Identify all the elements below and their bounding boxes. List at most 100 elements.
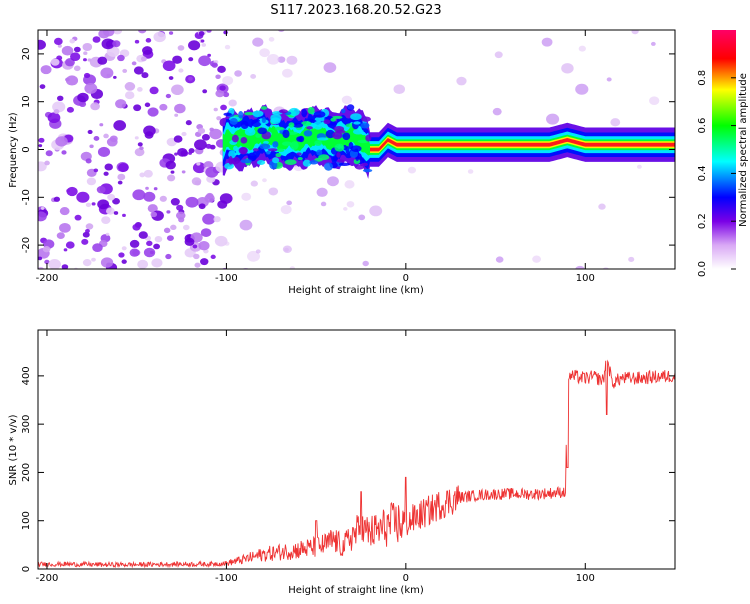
noise-speckle: [40, 65, 52, 75]
noise-speckle: [91, 257, 96, 262]
noise-speckle: [176, 204, 184, 211]
noise-speckle: [222, 75, 234, 86]
noise-speckle: [122, 213, 126, 217]
noise-speckle: [99, 123, 104, 127]
noise-speckle: [215, 74, 221, 80]
noise-speckle: [175, 211, 186, 220]
spectral-blob: [252, 148, 259, 152]
noise-speckle: [129, 239, 140, 248]
spectrogram-xtick-label: -100: [215, 273, 238, 284]
noise-speckle: [159, 103, 168, 111]
spectral-blob: [307, 118, 314, 123]
spectral-blob: [297, 156, 303, 161]
noise-speckle: [541, 37, 553, 47]
noise-speckle: [105, 207, 115, 215]
spectral-blob: [288, 122, 295, 128]
snr-ytick-label: 400: [21, 366, 32, 385]
spectral-blob: [355, 164, 364, 170]
noise-speckle: [59, 207, 70, 216]
spectral-blob: [337, 159, 345, 163]
noise-speckle: [234, 70, 242, 77]
noise-speckle: [90, 102, 100, 111]
noise-speckle: [192, 244, 198, 249]
noise-speckle: [143, 125, 156, 137]
noise-speckle: [137, 142, 143, 147]
snr-ytick-label: 300: [21, 415, 32, 434]
spectrogram-ylabel: Frequency (Hz): [8, 112, 19, 188]
spectral-blob: [228, 155, 233, 165]
noise-speckle: [66, 186, 78, 197]
noise-speckle: [87, 129, 93, 135]
noise-speckle: [38, 266, 44, 269]
noise-speckle: [362, 260, 369, 267]
noise-speckle: [467, 169, 474, 174]
noise-speckle: [650, 41, 656, 46]
noise-speckle: [159, 195, 167, 202]
noise-speckle: [83, 58, 87, 62]
noise-speckle: [162, 60, 176, 72]
noise-speckle: [217, 65, 226, 73]
spectral-blob: [313, 120, 324, 130]
noise-speckle: [103, 171, 109, 176]
noise-speckle: [277, 56, 286, 63]
noise-speckle: [124, 91, 135, 100]
noise-speckle: [198, 55, 211, 67]
noise-speckle: [266, 54, 280, 65]
noise-speckle: [495, 256, 504, 263]
spectral-blob: [350, 113, 362, 121]
noise-speckle: [59, 223, 71, 233]
noise-speckle: [210, 254, 216, 260]
noise-speckle: [170, 224, 177, 231]
noise-speckle: [85, 202, 92, 208]
spectral-blob: [224, 162, 234, 170]
noise-speckle: [82, 231, 90, 238]
noise-speckle: [81, 238, 89, 245]
spectral-blob: [303, 130, 313, 137]
noise-speckle: [649, 96, 660, 105]
noise-speckle: [177, 148, 188, 157]
noise-speckle: [502, 272, 506, 276]
noise-speckle: [344, 180, 355, 189]
spectral-blob: [296, 152, 302, 156]
spectrogram-ytick-label: -10: [21, 189, 32, 205]
spectral-blob: [265, 150, 271, 155]
noise-speckle: [101, 38, 115, 50]
noise-speckle: [205, 166, 219, 178]
noise-speckle: [66, 106, 74, 113]
noise-speckle: [177, 45, 185, 51]
noise-speckle: [202, 213, 216, 225]
noise-speckle: [598, 203, 606, 210]
noise-speckle: [631, 30, 639, 35]
spectral-blob: [282, 129, 290, 139]
noise-speckle: [76, 191, 90, 203]
noise-speckle: [147, 107, 159, 117]
noise-speckle: [532, 255, 541, 263]
noise-speckle: [105, 232, 110, 236]
spectral-blob: [306, 126, 313, 130]
noise-speckle: [122, 68, 128, 73]
noise-speckle: [145, 38, 152, 43]
noise-speckle: [63, 248, 68, 252]
snr-xtick-label: -100: [215, 573, 238, 584]
noise-speckle: [220, 104, 227, 111]
snr-line: [38, 359, 675, 569]
noise-speckle: [115, 99, 127, 109]
noise-speckle: [174, 152, 178, 156]
noise-speckle: [286, 200, 293, 206]
spectral-blob: [257, 127, 267, 135]
spectral-blob: [345, 145, 350, 155]
noise-speckle: [103, 133, 109, 139]
noise-speckle: [320, 201, 327, 207]
noise-speckle: [74, 214, 82, 221]
spectral-blob: [290, 141, 299, 150]
noise-speckle: [38, 211, 47, 222]
spectral-blob: [334, 143, 345, 152]
noise-speckle: [113, 75, 117, 79]
noise-speckle: [40, 206, 45, 210]
noise-speckle: [48, 259, 61, 269]
noise-speckle: [83, 72, 91, 79]
spectral-blob: [341, 108, 346, 114]
noise-speckle: [184, 237, 195, 246]
noise-speckle: [239, 219, 253, 231]
spectral-blob: [281, 141, 293, 146]
